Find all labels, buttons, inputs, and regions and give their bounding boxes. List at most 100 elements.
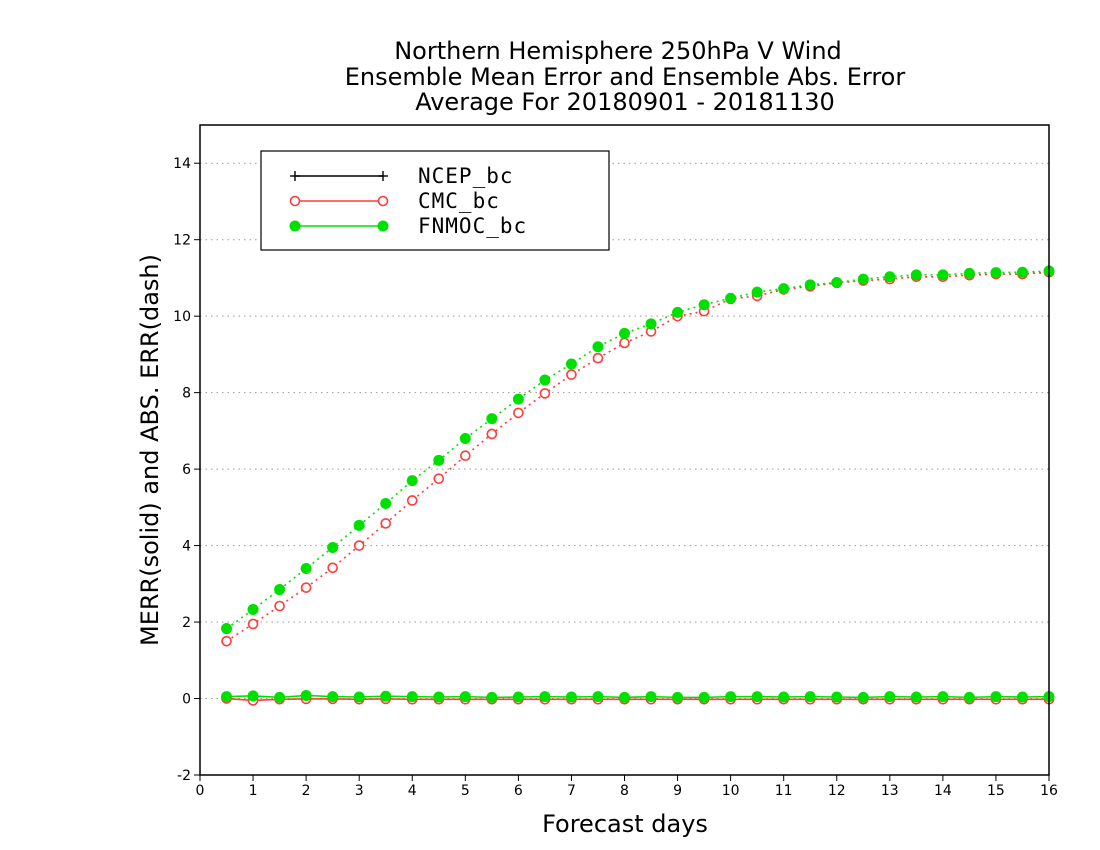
legend-label: NCEP_bc	[418, 164, 514, 188]
chart-title: Northern Hemisphere 250hPa V Wind Ensemb…	[345, 37, 906, 116]
abs-err-point	[486, 413, 498, 425]
x-tick-label: 8	[620, 783, 629, 799]
abs-err-point	[884, 271, 896, 283]
x-tick-label: 13	[881, 783, 899, 799]
abs-err-point	[274, 584, 286, 596]
merr-point	[486, 691, 498, 703]
legend-item-NCEP_bc: NCEP_bc	[290, 164, 514, 188]
merr-point	[857, 691, 869, 703]
abs-err-point	[247, 618, 259, 630]
abs-err-point	[619, 327, 630, 339]
y-tick-label: 8	[182, 386, 191, 402]
y-tick-label: 10	[173, 309, 191, 325]
x-tick-label: 1	[249, 783, 258, 799]
abs-err-point	[565, 358, 577, 370]
series-merr-line	[226, 697, 1049, 702]
merr-point	[592, 691, 604, 703]
merr-point	[937, 691, 949, 703]
legend-item-CMC_bc: CMC_bc	[289, 189, 500, 213]
merr-point	[433, 691, 445, 703]
abs-err-point	[672, 306, 684, 318]
x-tick-label: 15	[987, 783, 1005, 799]
abs-err-point	[725, 292, 737, 304]
x-tick-label: 16	[1040, 783, 1058, 799]
merr-point	[645, 691, 657, 703]
x-tick-label: 3	[355, 783, 364, 799]
merr-point	[963, 691, 975, 703]
y-tick-label: -2	[177, 768, 191, 784]
abs-err-point	[433, 454, 445, 466]
merr-point	[751, 691, 763, 703]
x-tick-label: 4	[408, 783, 417, 799]
series-CMC_bc	[221, 266, 1055, 706]
merr-point	[778, 691, 790, 703]
legend-marker	[289, 195, 301, 207]
merr-point	[380, 690, 392, 702]
merr-point	[725, 691, 737, 703]
abs-err-point	[566, 369, 577, 380]
merr-point	[990, 691, 1002, 703]
abs-err-point	[539, 388, 551, 399]
series-layer	[221, 265, 1055, 706]
abs-err-point	[910, 269, 922, 281]
abs-err-point	[751, 286, 763, 298]
y-tick-label: 6	[182, 462, 191, 478]
legend-marker	[289, 220, 301, 232]
abs-err-point	[247, 603, 259, 615]
x-tick-label: 5	[461, 783, 470, 799]
abs-err-point	[459, 433, 471, 445]
abs-err-point	[460, 450, 471, 462]
abs-err-point	[300, 563, 312, 575]
merr-point	[831, 691, 843, 703]
abs-err-point	[778, 283, 790, 295]
y-axis-ticks: -2 0 2 4 6 8 10 12 14	[173, 156, 200, 784]
abs-err-point	[592, 352, 604, 364]
merr-point	[221, 691, 233, 703]
abs-err-point	[645, 318, 657, 330]
abs-err-point	[963, 267, 975, 279]
x-tick-label: 6	[514, 783, 523, 799]
abs-err-point	[698, 299, 710, 311]
abs-err-point	[327, 542, 339, 553]
abs-err-point	[433, 473, 445, 484]
merr-point	[247, 690, 259, 702]
abs-err-point	[804, 279, 816, 291]
x-tick-label: 10	[722, 783, 740, 799]
merr-point	[1016, 691, 1028, 703]
merr-point	[300, 689, 312, 701]
legend-label: CMC_bc	[418, 189, 500, 213]
abs-err-point	[406, 475, 418, 487]
abs-err-point	[380, 518, 392, 529]
y-tick-label: 4	[182, 539, 191, 555]
x-tick-label: 0	[196, 783, 205, 799]
title-line-1: Northern Hemisphere 250hPa V Wind	[394, 37, 842, 65]
abs-err-point	[486, 428, 498, 440]
abs-err-point	[274, 600, 285, 612]
merr-point	[327, 691, 339, 703]
abs-err-point	[513, 407, 524, 419]
abs-err-point	[353, 519, 365, 531]
abs-err-point	[300, 582, 312, 593]
x-tick-label: 2	[302, 783, 311, 799]
abs-err-point	[937, 269, 949, 281]
merr-point	[565, 691, 577, 703]
merr-point	[539, 691, 551, 703]
abs-err-point	[512, 393, 524, 405]
abs-err-point	[327, 562, 338, 574]
merr-point	[910, 691, 922, 703]
merr-point	[459, 691, 471, 703]
series-abs-err-line	[226, 270, 1050, 630]
y-tick-label: 0	[182, 692, 191, 708]
merr-point	[512, 691, 524, 703]
x-tick-label: 14	[934, 783, 952, 799]
legend-marker	[377, 220, 389, 232]
abs-err-point	[592, 341, 604, 353]
x-tick-label: 9	[673, 783, 682, 799]
abs-err-point	[539, 374, 551, 386]
merr-point	[619, 691, 630, 703]
abs-err-point	[1016, 266, 1028, 278]
x-tick-label: 11	[775, 783, 793, 799]
